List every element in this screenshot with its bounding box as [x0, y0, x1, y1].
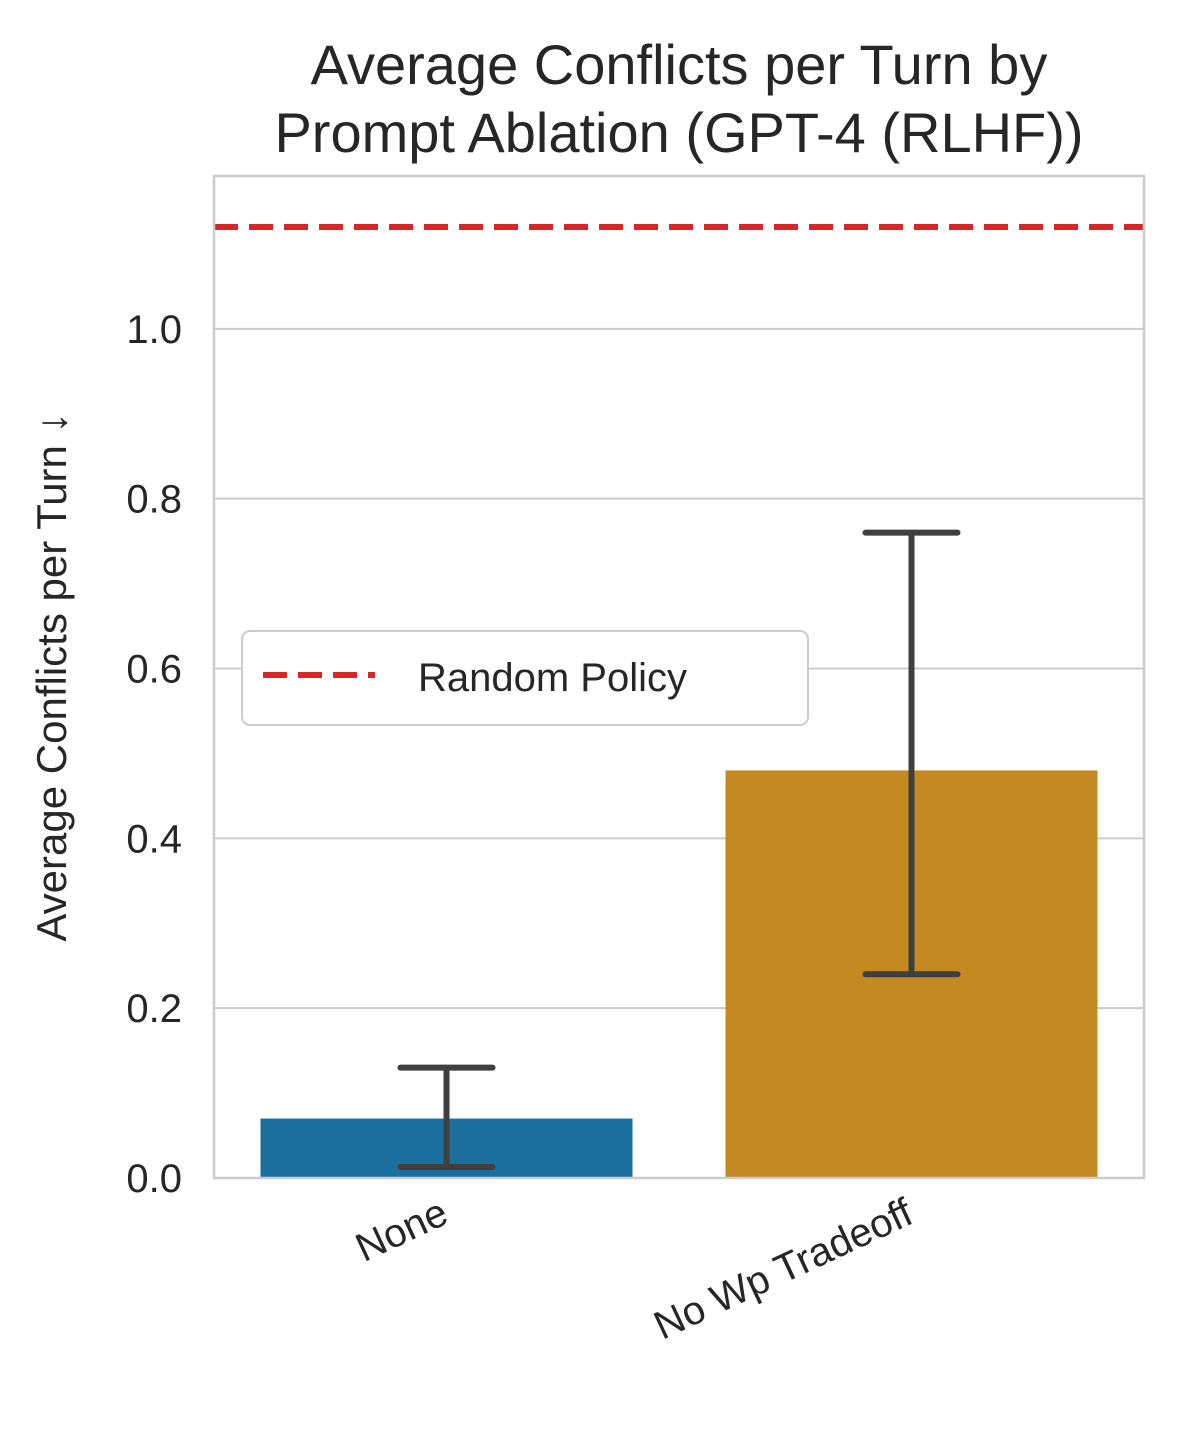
- y-tick-label: 1.0: [126, 308, 182, 352]
- legend-box: [241, 630, 809, 726]
- bars: [260, 770, 1098, 1178]
- y-axis-label: Average Conflicts per Turn ↓: [28, 412, 75, 941]
- y-tick-label: 0.4: [126, 817, 182, 861]
- chart-title-line-2: Prompt Ablation (GPT-4 (RLHF)): [274, 101, 1083, 164]
- y-tick-label: 0.2: [126, 987, 182, 1031]
- plot-frame: [212, 174, 1146, 1180]
- legend: Random Policy: [241, 630, 809, 726]
- y-axis-ticks: 0.0 0.2 0.4 0.6 0.8 1.0: [126, 308, 182, 1201]
- error-bars: [397, 529, 961, 1170]
- legend-label-random-policy: Random Policy: [418, 656, 687, 700]
- chart-title-line-1: Average Conflicts per Turn by: [311, 33, 1048, 96]
- y-tick-label: 0.0: [126, 1157, 182, 1201]
- y-tick-label: 0.6: [126, 648, 182, 692]
- x-axis-ticks: None No Wp Tradeoff: [349, 1190, 920, 1348]
- x-tick-label: None: [349, 1190, 454, 1270]
- y-tick-label: 0.8: [126, 478, 182, 522]
- x-tick-label: No Wp Tradeoff: [647, 1190, 920, 1348]
